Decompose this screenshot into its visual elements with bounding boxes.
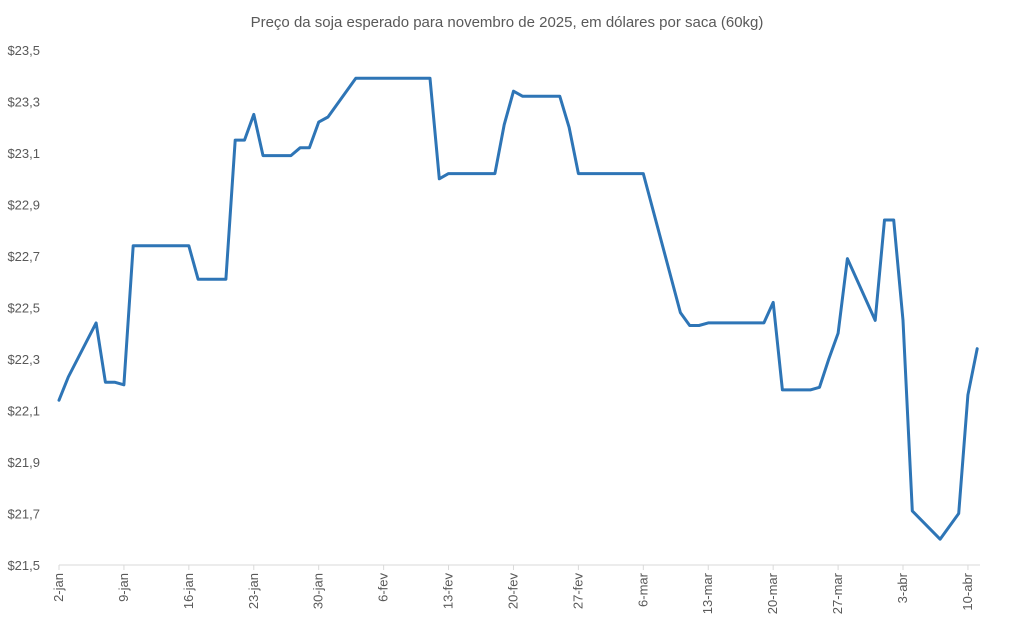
x-tick-label: 6-mar <box>635 572 650 607</box>
x-tick-label: 27-fev <box>570 573 585 610</box>
x-tick-label: 6-fev <box>376 573 391 602</box>
x-tick-label: 30-jan <box>311 573 326 609</box>
x-tick-label: 16-jan <box>181 573 196 609</box>
plot-area <box>57 76 979 541</box>
y-tick-label: $22,1 <box>7 404 40 419</box>
x-tick-label: 10-abr <box>960 572 975 610</box>
y-tick-label: $23,3 <box>7 95 40 110</box>
x-tick-label: 13-mar <box>700 572 715 614</box>
y-tick-label: $22,3 <box>7 352 40 367</box>
series-line <box>57 76 979 541</box>
y-tick-label: $22,7 <box>7 249 40 264</box>
x-axis: 2-jan 9-jan 16-jan 23-jan 30-jan 6-fev 13-fev 2… <box>51 565 975 614</box>
chart-title: Preço da soja esperado para novembro de … <box>251 14 764 31</box>
y-axis: $21,5 $21,7 $21,9 $22,1 $22,3 $22,5 $22,7 $22,9… <box>7 43 40 573</box>
y-tick-label: $22,9 <box>7 198 40 213</box>
x-tick-label: 3-abr <box>895 572 910 603</box>
y-tick-label: $22,5 <box>7 301 40 316</box>
y-tick-label: $23,1 <box>7 146 40 161</box>
x-tick-label: 23-jan <box>246 573 261 609</box>
y-tick-label: $23,5 <box>7 43 40 58</box>
y-tick-label: $21,5 <box>7 558 40 573</box>
x-tick-label: 27-mar <box>830 572 845 614</box>
x-tick-label: 9-jan <box>116 573 131 602</box>
x-tick-label: 13-fev <box>441 573 456 610</box>
x-tick-label: 20-mar <box>765 572 780 614</box>
y-tick-label: $21,7 <box>7 507 40 522</box>
x-tick-label: 2-jan <box>51 573 66 602</box>
y-tick-label: $21,9 <box>7 455 40 470</box>
x-tick-label: 20-fev <box>505 573 520 610</box>
